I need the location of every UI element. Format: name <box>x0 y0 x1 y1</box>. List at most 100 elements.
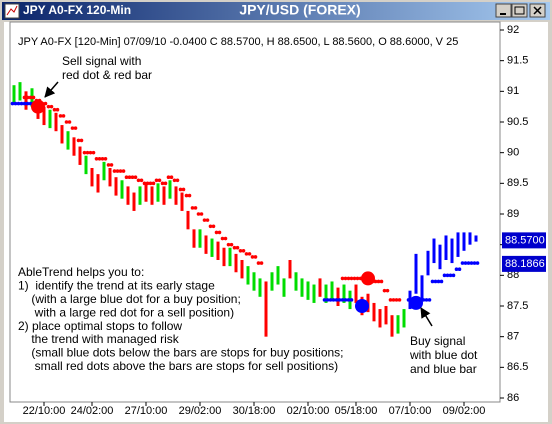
y-tick-label: 92 <box>507 24 519 36</box>
stop-dot <box>454 267 459 272</box>
stop-dot <box>13 101 18 106</box>
stop-dot <box>97 157 102 161</box>
stop-dot <box>322 298 327 302</box>
stop-dot <box>250 255 255 259</box>
stop-dot <box>247 252 252 256</box>
annotation: small red dots above the bars are stops … <box>18 359 338 373</box>
x-tick-label: 07/10:00 <box>389 405 432 417</box>
stop-dot <box>157 178 162 183</box>
x-tick-label: 22/10:00 <box>23 405 66 417</box>
stop-dot <box>139 178 144 183</box>
stop-dot <box>259 261 264 265</box>
annotation: the trend with managed risk <box>18 332 180 346</box>
stop-dot <box>331 298 336 302</box>
stop-dot <box>70 126 75 130</box>
stop-dot <box>115 169 120 173</box>
stop-dot <box>343 276 348 281</box>
y-tick-label: 89 <box>507 208 519 220</box>
stop-dot <box>379 279 384 284</box>
stop-dot <box>184 193 189 198</box>
price-label-box <box>502 232 546 249</box>
stop-dot <box>163 181 168 186</box>
stop-dot <box>253 255 258 259</box>
stop-dot <box>127 175 132 179</box>
stop-dot <box>202 218 207 222</box>
maximize-button[interactable] <box>511 3 528 18</box>
stop-dot <box>427 298 432 302</box>
x-tick-label: 30/18:00 <box>233 405 276 417</box>
minimize-button[interactable] <box>495 3 512 18</box>
stop-dot <box>76 138 81 143</box>
stop-dot <box>460 261 465 265</box>
stop-dot <box>472 261 477 265</box>
stop-dot <box>73 126 78 130</box>
stop-dot <box>55 107 60 112</box>
stop-dot <box>169 175 174 179</box>
stop-dot <box>58 114 63 118</box>
stop-dot <box>340 298 345 302</box>
stop-dot <box>235 245 240 250</box>
stop-dot <box>148 181 153 186</box>
stop-dot <box>349 298 354 302</box>
stop-dot <box>193 206 198 210</box>
stop-dot <box>352 276 357 281</box>
stop-dot <box>355 276 360 281</box>
stop-dot <box>442 273 447 278</box>
annotation: AbleTrend helps you to: <box>18 265 144 279</box>
stop-dot <box>124 175 129 179</box>
stop-dot <box>445 273 450 278</box>
y-tick-label: 87 <box>507 331 519 343</box>
annotation: 2) place optimal stops to follow <box>18 319 182 333</box>
stop-dot <box>10 101 15 106</box>
stop-dot <box>238 249 243 253</box>
stop-dot <box>223 236 228 241</box>
x-tick-label: 02/10:00 <box>287 405 330 417</box>
stop-dot <box>208 224 213 229</box>
stop-dot <box>88 150 93 155</box>
stop-dot <box>466 261 471 265</box>
stop-dot <box>397 298 402 302</box>
stop-dot <box>16 101 21 106</box>
buy-arrow <box>420 307 433 327</box>
stop-dot <box>382 288 387 293</box>
stop-dot <box>334 298 339 302</box>
title-bar <box>2 2 550 20</box>
stop-dot <box>49 104 54 109</box>
stop-dot <box>52 107 57 112</box>
signal-dot <box>409 295 423 310</box>
window-icon <box>4 3 20 19</box>
stop-dot <box>199 212 204 216</box>
y-tick-label: 91.5 <box>507 55 528 67</box>
stop-dot <box>133 175 138 179</box>
stop-dot <box>457 267 462 272</box>
stop-dot <box>328 298 333 302</box>
stop-dot <box>196 212 201 216</box>
stop-dot <box>244 252 249 256</box>
y-tick-label: 88 <box>507 269 519 281</box>
stop-dot <box>229 242 234 247</box>
stop-dot <box>433 279 438 284</box>
stop-dot <box>475 261 480 265</box>
x-tick-label: 09/02:00 <box>443 405 486 417</box>
stop-dot <box>106 163 111 167</box>
stop-dot <box>346 298 351 302</box>
y-tick-label: 86 <box>507 392 519 404</box>
stop-dot <box>436 279 441 284</box>
stop-dot <box>91 150 96 155</box>
stop-dot <box>22 101 27 106</box>
stop-dot <box>166 175 171 179</box>
annotation: (small blue dots below the bars are stop… <box>18 346 344 360</box>
plot-frame <box>9 21 501 403</box>
stop-dot <box>190 206 195 210</box>
stop-dot <box>154 178 159 183</box>
stop-dot <box>439 279 444 284</box>
y-tick-label: 86.5 <box>507 361 528 373</box>
stop-dot <box>217 230 222 235</box>
stop-dot <box>64 120 69 124</box>
icon-glyph <box>6 5 18 16</box>
stop-dot <box>67 120 72 124</box>
window-buttons[interactable] <box>495 3 546 18</box>
stop-dot <box>151 181 156 186</box>
annotation: and blue bar <box>410 362 477 376</box>
